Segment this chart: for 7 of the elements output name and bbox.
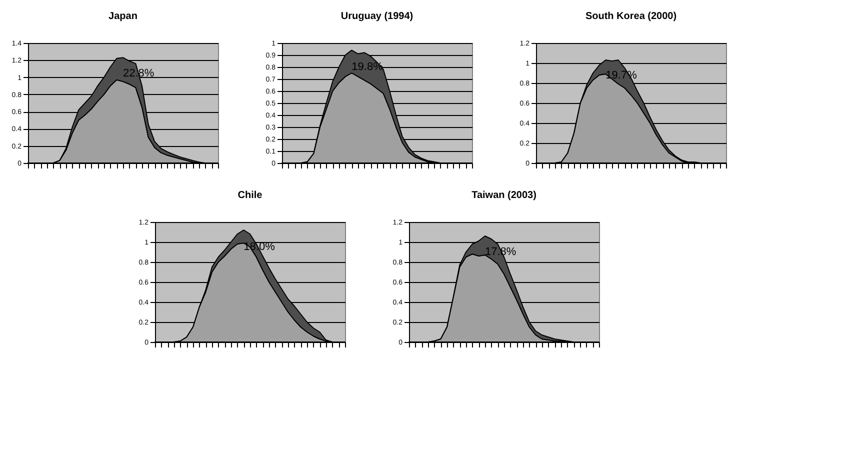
annotation: 22.8% [123,67,154,80]
chart-title: Japan [108,11,138,22]
chart-title: South Korea (2000) [585,11,677,22]
chart-title: Taiwan (2003) [472,190,536,201]
annotation: 19.8% [352,61,384,74]
chart-title: Uruguay (1994) [340,11,414,22]
chart-title: Chile [238,190,263,201]
